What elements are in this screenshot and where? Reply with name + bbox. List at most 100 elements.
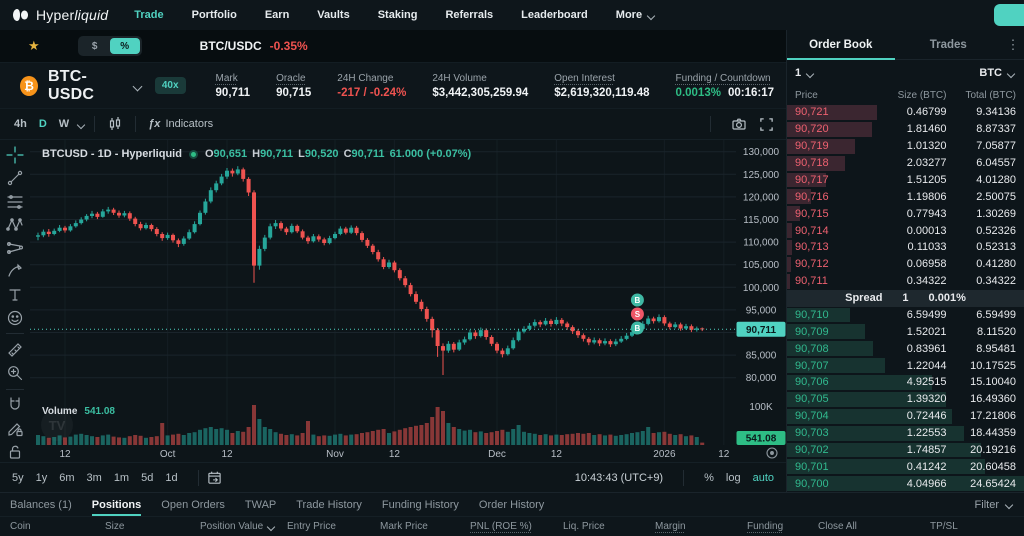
candlestick-chart[interactable]: TV 130,000 125,000 120,000 115,000 110,000 105… (30, 140, 786, 462)
emoji-icon[interactable] (3, 307, 27, 328)
range-3m[interactable]: 3m (86, 471, 102, 484)
candle-style-icon[interactable] (103, 116, 127, 132)
interval-w[interactable]: W (58, 118, 70, 131)
unit-dropdown[interactable]: BTC (979, 67, 1016, 79)
nav-item-vaults[interactable]: Vaults (317, 9, 350, 21)
ask-row[interactable]: 90,714 0.00013 0.52326 (787, 222, 1024, 239)
total-cell: 16.49360 (970, 393, 1016, 406)
magnet-icon[interactable] (3, 395, 27, 416)
forecast-icon[interactable] (3, 237, 27, 258)
ask-row[interactable]: 90,713 0.11033 0.52313 (787, 239, 1024, 256)
bottom-tab-open-orders[interactable]: Open Orders (161, 498, 225, 511)
size-cell: 1.22044 (906, 359, 947, 372)
price-cell: 90,705 (795, 393, 829, 406)
total-cell: 24.65424 (970, 477, 1016, 490)
range-1y[interactable]: 1y (35, 471, 48, 484)
text-icon[interactable] (3, 284, 27, 305)
nav-item-portfolio[interactable]: Portfolio (191, 9, 237, 21)
interval-dropdown-chevron-icon[interactable] (77, 120, 86, 129)
fullscreen-icon[interactable] (759, 117, 774, 132)
nav-item-more[interactable]: More (616, 9, 656, 21)
crosshair-icon[interactable] (3, 144, 27, 165)
bid-row[interactable]: 90,706 4.92515 15.10040 (787, 374, 1024, 391)
bid-row[interactable]: 90,704 0.72446 17.21806 (787, 408, 1024, 425)
connect-button-partial[interactable] (994, 4, 1024, 26)
scale-auto[interactable]: auto (752, 471, 774, 484)
spread-row[interactable]: Spread 1 0.001% (787, 289, 1024, 307)
nav-item-trade[interactable]: Trade (134, 9, 164, 21)
go-to-date-calendar-icon[interactable] (207, 470, 222, 485)
zoom-in-icon[interactable] (3, 363, 27, 384)
chart-canvas[interactable]: BTCUSD - 1D - Hyperliquid O90,651 H90,711… (30, 140, 786, 462)
tick-size-dropdown[interactable]: 1 (795, 67, 815, 79)
ruler-icon[interactable] (3, 339, 27, 360)
chart-clock[interactable]: 10:43:43 (UTC+9) (574, 471, 664, 484)
bid-row[interactable]: 90,701 0.41242 20.60458 (787, 458, 1024, 475)
ask-row[interactable]: 90,711 0.34322 0.34322 (787, 273, 1024, 290)
stat-value: 90,711 (215, 86, 251, 99)
brand-logo[interactable]: Hyperliquid (12, 7, 108, 23)
tab-trades[interactable]: Trades (929, 38, 967, 51)
brush-icon[interactable] (3, 261, 27, 282)
bid-row[interactable]: 90,709 1.52021 8.11520 (787, 323, 1024, 340)
tab-order-book[interactable]: Order Book (787, 30, 895, 60)
market-pair-title[interactable]: BTC-USDC (48, 67, 95, 103)
ask-row[interactable]: 90,721 0.46799 9.34136 (787, 104, 1024, 121)
bid-row[interactable]: 90,700 4.04966 24.65424 (787, 475, 1024, 492)
bottom-tab-positions[interactable]: Positions (91, 493, 141, 516)
range-1d[interactable]: 1d (165, 471, 178, 484)
bottom-tab-funding-history[interactable]: Funding History (381, 498, 459, 511)
camera-snapshot-icon[interactable] (731, 116, 747, 132)
bottom-tab-order-history[interactable]: Order History (478, 498, 545, 511)
xabcd-pattern-icon[interactable] (3, 214, 27, 235)
bottom-tab-trade-history[interactable]: Trade History (296, 498, 362, 511)
col-price: Price (795, 89, 818, 101)
bottom-tab-balances-1-[interactable]: Balances (1) (10, 498, 72, 511)
interval-4h[interactable]: 4h (14, 118, 27, 131)
bid-row[interactable]: 90,708 0.83961 8.95481 (787, 340, 1024, 357)
ask-row[interactable]: 90,715 0.77943 1.30269 (787, 205, 1024, 222)
nav-item-staking[interactable]: Staking (377, 9, 418, 21)
lock-open-icon[interactable] (3, 441, 27, 462)
ask-row[interactable]: 90,720 1.81460 8.87337 (787, 121, 1024, 138)
favorite-star-icon[interactable]: ★ (28, 38, 40, 53)
bid-row[interactable]: 90,707 1.22044 10.17525 (787, 357, 1024, 374)
scale-log[interactable]: log (725, 471, 741, 484)
nav-item-leaderboard[interactable]: Leaderboard (521, 9, 588, 21)
panel-menu-dots-icon[interactable]: ⋮ (1006, 36, 1020, 52)
fib-retracement-icon[interactable] (3, 191, 27, 212)
bid-row[interactable]: 90,710 6.59499 6.59499 (787, 307, 1024, 324)
range-6m[interactable]: 6m (59, 471, 75, 484)
ask-row[interactable]: 90,716 1.19806 2.50075 (787, 188, 1024, 205)
column-position-value[interactable]: Position Value (200, 521, 287, 532)
bid-row[interactable]: 90,705 1.39320 16.49360 (787, 391, 1024, 408)
leverage-badge[interactable]: 40x (154, 77, 186, 94)
nav-item-earn[interactable]: Earn (264, 9, 290, 21)
depth-bar (787, 425, 965, 441)
bid-row[interactable]: 90,702 1.74857 20.19216 (787, 442, 1024, 459)
ask-row[interactable]: 90,718 2.03277 6.04557 (787, 155, 1024, 172)
ask-row[interactable]: 90,712 0.06958 0.41280 (787, 256, 1024, 273)
range-1m[interactable]: 1m (113, 471, 130, 484)
ask-row[interactable]: 90,717 1.51205 4.01280 (787, 172, 1024, 189)
drawing-edit-lock-icon[interactable] (3, 418, 27, 439)
nav-item-referrals[interactable]: Referrals (445, 9, 494, 21)
percent-toggle-button[interactable]: % (109, 38, 140, 54)
pair-selector-chevron-icon[interactable] (133, 81, 141, 90)
main-nav-items: Trade Portfolio Earn Vaults Staking Referrals… (134, 9, 588, 21)
ask-row[interactable]: 90,719 1.01320 7.05877 (787, 138, 1024, 155)
favorite-pair-label[interactable]: BTC/USDC (199, 39, 262, 53)
dollar-toggle-button[interactable]: $ (91, 40, 98, 52)
price-cell: 90,715 (795, 207, 829, 220)
indicators-button[interactable]: ƒx Indicators (144, 118, 217, 130)
range-5d[interactable]: 5d (141, 471, 154, 484)
interval-d[interactable]: D (38, 118, 47, 131)
volume-legend: Volume 541.08 (42, 406, 115, 417)
filter-button[interactable]: Filter (975, 499, 1014, 511)
trendline-icon[interactable] (3, 168, 27, 189)
svg-text:S: S (635, 310, 641, 319)
range-5y[interactable]: 5y (12, 471, 24, 484)
bottom-tab-twap[interactable]: TWAP (244, 498, 277, 511)
scale-%[interactable]: % (704, 471, 714, 484)
bid-row[interactable]: 90,703 1.22553 18.44359 (787, 425, 1024, 442)
